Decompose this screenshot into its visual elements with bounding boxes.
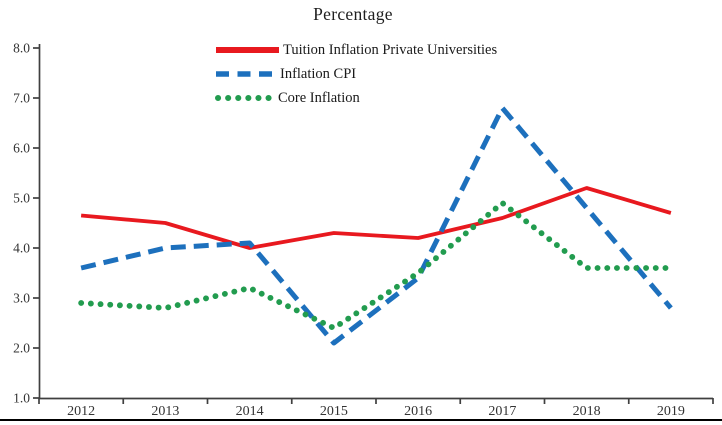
- legend-item-tuition-inflation: Tuition Inflation Private Universities: [214, 38, 497, 62]
- y-tick-label: 6.0: [13, 141, 30, 156]
- legend-item-core-inflation: Core Inflation: [214, 86, 497, 110]
- legend-item-inflation-cpi: Inflation CPI: [214, 62, 497, 86]
- x-tick-label: 2017: [488, 404, 516, 419]
- x-tick-label: 2012: [67, 404, 95, 419]
- axes: 1.0 2.0 3.0 4.0 5.0 6.0 7.0 8.0 2012 2013 2014 2015…: [13, 41, 714, 419]
- y-tick-label: 8.0: [13, 41, 30, 56]
- x-tick-label: 2018: [573, 404, 601, 419]
- chart-title: Percentage: [313, 4, 393, 24]
- legend-swatch-dotted-line: [215, 95, 276, 101]
- x-tick-label: 2015: [320, 404, 348, 419]
- y-tick-label: 1.0: [13, 391, 30, 406]
- x-tick-label: 2014: [236, 404, 264, 419]
- x-tick-label: 2013: [151, 404, 179, 419]
- chart-legend: Tuition Inflation Private Universities I…: [214, 38, 497, 110]
- y-tick-label: 4.0: [13, 241, 30, 256]
- legend-swatch-solid-line: [216, 47, 279, 53]
- series-line-2: [78, 200, 674, 331]
- y-tick-label: 2.0: [13, 341, 30, 356]
- x-tick-label: 2019: [657, 404, 685, 419]
- bottom-border-line: [0, 419, 722, 421]
- legend-label-core-inflation: Core Inflation: [278, 89, 360, 106]
- legend-label-tuition-inflation: Tuition Inflation Private Universities: [283, 41, 498, 58]
- y-tick-label: 7.0: [13, 91, 30, 106]
- x-tick-label: 2016: [404, 404, 432, 419]
- series-line-0: [80, 186, 672, 250]
- series-line-1: [80, 105, 673, 346]
- legend-label-inflation-cpi: Inflation CPI: [280, 65, 357, 82]
- y-tick-label: 5.0: [13, 191, 30, 206]
- y-tick-label: 3.0: [13, 291, 30, 306]
- legend-swatch-dashed-line: [216, 71, 276, 77]
